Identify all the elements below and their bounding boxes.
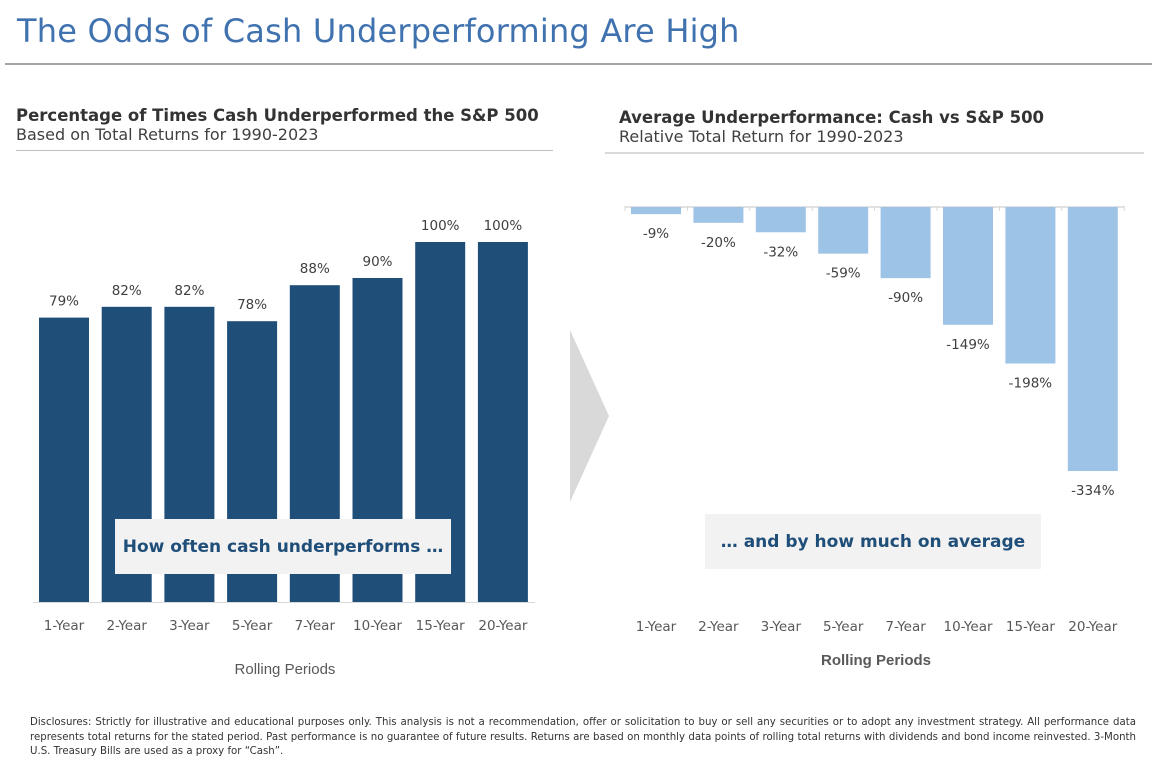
left-bar-1-Year	[39, 317, 89, 602]
right-x-axis-title: Rolling Periods	[821, 652, 931, 669]
right-x-tick-label: 1-Year	[636, 619, 677, 635]
right-chart-subtitle: Relative Total Return for 1990-2023	[619, 127, 904, 146]
left-x-tick-label: 15-Year	[416, 618, 465, 634]
left-data-label: 79%	[49, 294, 79, 310]
left-chart-title: Percentage of Times Cash Underperformed …	[16, 106, 539, 125]
right-x-tick-label: 2-Year	[698, 619, 739, 635]
left-x-axis-title: Rolling Periods	[235, 661, 336, 678]
left-data-label: 88%	[300, 261, 330, 277]
right-data-label: -20%	[701, 235, 736, 251]
title-divider	[5, 63, 1152, 65]
right-x-tick-label: 10-Year	[943, 619, 992, 635]
right-data-label: -9%	[643, 226, 669, 242]
right-chart-header: Average Underperformance: Cash vs S&P 50…	[605, 108, 1144, 154]
right-chart-title: Average Underperformance: Cash vs S&P 50…	[619, 108, 1045, 127]
left-x-tick-label: 7-Year	[295, 618, 336, 634]
left-x-tick-label: 3-Year	[169, 618, 210, 634]
right-bar-7-Year	[880, 207, 931, 279]
left-data-label: 82%	[112, 283, 142, 299]
right-data-label: -32%	[763, 244, 798, 260]
right-bar-15-Year	[1005, 207, 1056, 364]
right-bar-10-Year	[943, 207, 993, 325]
right-bar-2-Year	[693, 207, 744, 223]
left-bar-20-Year	[477, 242, 528, 602]
left-chart-divider	[16, 150, 553, 151]
left-data-label: 90%	[362, 254, 392, 270]
left-chart-subtitle: Based on Total Returns for 1990-2023	[16, 125, 319, 144]
left-data-label: 78%	[237, 297, 267, 313]
left-bar-chart: 79% 82% 82% 78% 88% 90% 100% 100% 1-Year 2-Year 3…	[33, 218, 535, 678]
right-data-label: -149%	[946, 337, 990, 353]
right-data-label: -334%	[1071, 483, 1115, 499]
left-x-tick-label: 20-Year	[478, 618, 527, 634]
chevron-right-arrow-icon	[570, 330, 609, 502]
right-x-tick-label: 20-Year	[1068, 619, 1117, 635]
right-chart-divider	[605, 152, 1144, 154]
right-data-label: -198%	[1009, 376, 1053, 392]
left-x-tick-label: 1-Year	[44, 618, 85, 634]
right-x-tick-label: 3-Year	[761, 619, 802, 635]
right-data-label: -90%	[888, 290, 923, 306]
left-data-label: 82%	[174, 283, 204, 299]
right-data-label: -59%	[826, 266, 861, 282]
right-annotation-callout: … and by how much on average	[705, 514, 1041, 569]
right-bar-chart: -9% -20% -32% -59% -90% -149% -198% -334% 1-Yea…	[624, 206, 1125, 669]
right-x-tick-label: 5-Year	[823, 619, 864, 635]
disclosure-text: Disclosures: Strictly for illustrative a…	[30, 717, 1136, 758]
right-bar-5-Year	[818, 207, 869, 254]
right-x-tick-label: 7-Year	[885, 619, 926, 635]
right-x-tick-label: 15-Year	[1006, 619, 1055, 635]
left-annotation-callout: How often cash underperforms …	[115, 519, 451, 574]
right-bar-3-Year	[755, 207, 806, 233]
left-chart-header: Percentage of Times Cash Underperformed …	[16, 106, 553, 151]
page-title: The Odds of Cash Underperforming Are Hig…	[17, 12, 740, 50]
left-x-tick-label: 5-Year	[232, 618, 273, 634]
left-x-tick-label: 10-Year	[353, 618, 402, 634]
right-bar-20-Year	[1067, 207, 1118, 471]
left-data-label: 100%	[484, 218, 523, 234]
right-bar-1-Year	[631, 207, 681, 215]
left-x-tick-label: 2-Year	[106, 618, 147, 634]
left-data-label: 100%	[421, 218, 460, 234]
